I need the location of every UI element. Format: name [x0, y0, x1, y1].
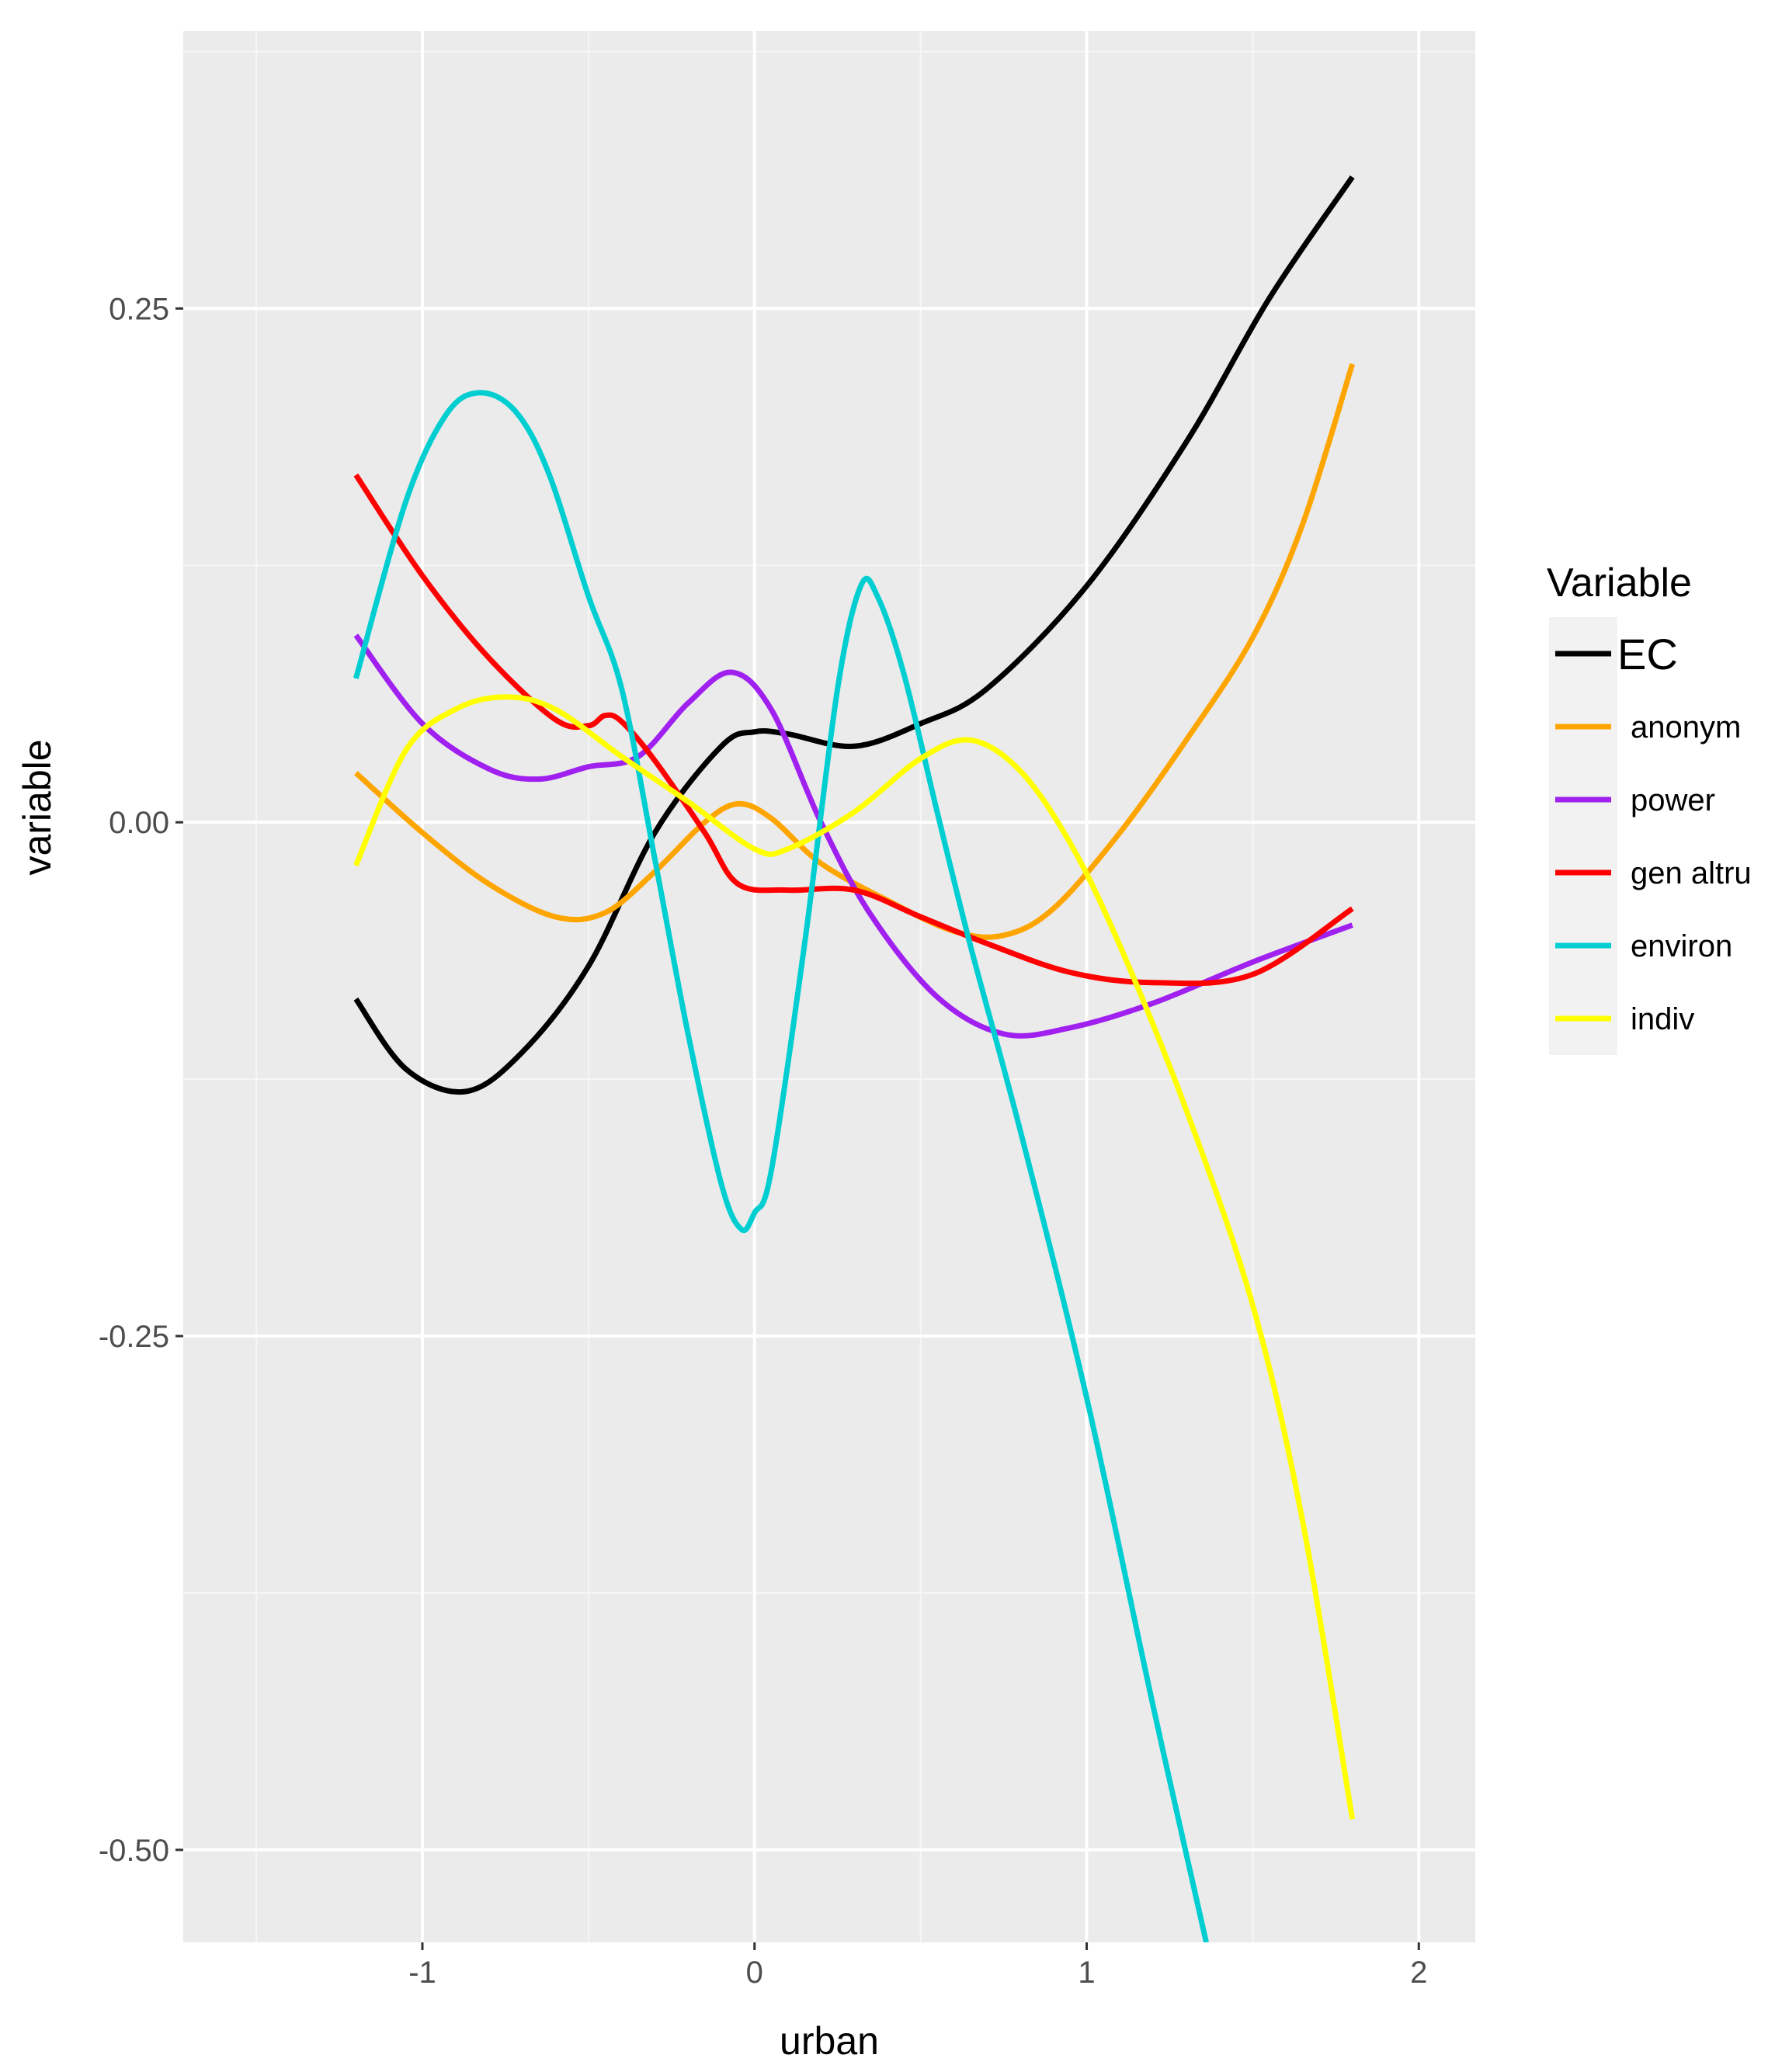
x-axis: -1 0 1 2	[408, 1942, 1427, 1990]
y-tick-label: 0.25	[109, 292, 169, 326]
legend-label-indiv: indiv	[1631, 1002, 1694, 1036]
y-tick-label: -0.50	[99, 1834, 169, 1868]
series-line-EC	[353, 175, 1355, 1095]
legend-label-anonym: anonym	[1631, 710, 1741, 744]
x-axis-title: urban	[780, 2019, 879, 2063]
legend-label-power: power	[1631, 783, 1715, 817]
x-tick-label: 0	[746, 1956, 763, 1990]
series-line-gen-altru	[353, 473, 1354, 987]
legend-label-EC: EC	[1617, 630, 1678, 679]
legend: Variable EC anonym power gen altru environ in…	[1547, 561, 1752, 1055]
plot-panel	[183, 31, 1475, 1942]
legend-label-environ: environ	[1631, 929, 1732, 963]
series-line-indiv	[353, 694, 1356, 1820]
legend-title: Variable	[1547, 561, 1692, 606]
x-tick-label: 1	[1078, 1956, 1095, 1990]
x-tick-label: -1	[408, 1956, 436, 1990]
y-tick-label: -0.25	[99, 1320, 169, 1354]
series-line-anonym	[354, 363, 1356, 940]
series-line-power	[353, 633, 1353, 1039]
series-line-environ	[353, 390, 1209, 1942]
y-axis-title: variable	[16, 739, 59, 875]
legend-label-gen-altru: gen altru	[1631, 856, 1752, 890]
series-lines	[353, 175, 1356, 1942]
y-tick-label: 0.00	[109, 806, 169, 840]
x-tick-label: 2	[1410, 1956, 1427, 1990]
y-axis: -0.50 -0.25 0.00 0.25	[99, 292, 183, 1868]
